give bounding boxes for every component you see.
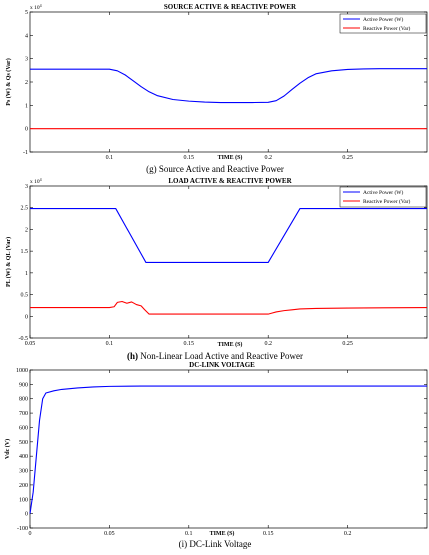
series-line-active-power-w [30,68,427,104]
caption: (h) Non-Linear Load Active and Reactive … [127,351,303,361]
legend-label-reactive: Reactive Power (Var) [363,198,411,205]
x-tick-label: 0.1 [106,341,114,347]
y-tick-label: 600 [19,425,28,431]
x-axis-label: TIME (S) [218,154,243,161]
y-tick-label: 5 [25,10,28,16]
x-axis-label: TIME (S) [218,341,243,348]
y-tick-label: 100 [19,497,28,503]
y-tick-label: 1 [25,271,28,277]
chart-dc-link-voltage: DC-LINK VOLTAGE -10001002003004005006007… [4,361,428,549]
y-tick-label: -0.5 [19,336,29,342]
chart-title: SOURCE ACTIVE & REACTIVE POWER [164,3,297,11]
x-axis-label: TIME (S) [210,530,235,537]
legend-label-reactive: Reactive Power (Var) [363,25,411,32]
x-tick-label: 0.25 [342,341,353,347]
y-tick-label: 1000 [16,368,28,374]
y-tick-label: 200 [19,483,28,489]
y-exponent-label: x 104 [30,3,42,11]
y-tick-label: 900 [19,382,28,388]
plot-frame [29,369,428,529]
y-tick-label: 3 [25,184,28,190]
y-tick-label: 0 [25,314,28,320]
x-tick-label: 0.2 [344,531,352,537]
y-tick-label: 0.5 [21,293,29,299]
legend-box [339,186,427,208]
y-axis-label: Vdc (V) [4,439,11,459]
y-tick-label: 2.5 [21,206,29,212]
y-tick-label: 3 [25,57,28,63]
y-tick-label: 2 [25,227,28,233]
y-tick-label: 400 [19,454,28,460]
legend-box [339,13,427,34]
x-tick-label: 0.1 [185,531,193,537]
x-tick-label: 0 [29,531,32,537]
y-tick-label: 500 [19,440,28,446]
x-tick-label: 0.15 [263,531,274,537]
y-tick-label: 2 [25,80,28,86]
chart-title: LOAD ACTIVE & REACTIVE POWER [168,177,292,185]
x-tick-label: 0.05 [25,341,36,347]
y-tick-label: -1 [23,150,28,156]
y-tick-label: 4 [25,33,28,39]
y-tick-label: 800 [19,397,28,403]
caption: (g) Source Active and Reactive Power [146,164,284,174]
x-tick-label: 0.2 [264,341,272,347]
y-tick-label: 0 [25,512,28,518]
y-tick-label: 1.5 [21,249,29,255]
x-tick-label: 0.25 [342,155,353,161]
x-tick-label: 0.2 [264,155,272,161]
legend-label-active: Active Power (W) [363,189,403,196]
legend-label-active: Active Power (W) [363,16,403,23]
chart-title: DC-LINK VOLTAGE [189,361,255,369]
series-line-vdc [29,385,427,514]
y-tick-label: 300 [19,469,28,475]
y-exponent-label: x 104 [30,177,42,185]
chart-load-power: x 104 LOAD ACTIVE & REACTIVE POWER -0.50… [5,177,428,361]
y-tick-label: 1 [25,103,28,109]
caption: (i) DC-Link Voltage [179,539,252,549]
y-tick-label: 700 [19,411,28,417]
chart-source-power: x 104 SOURCE ACTIVE & REACTIVE POWER -1 0… [5,3,428,174]
series-line-reactive-power-var [30,300,428,315]
x-tick-label: 0.05 [104,531,115,537]
x-tick-label: 0.15 [184,155,195,161]
y-axis-label: Ps (W) & Qs (Var) [5,58,12,105]
legend: Active Power (W) Reactive Power (Var) [339,13,427,34]
y-axis-label: PL (W) & QL (Var) [5,237,12,287]
x-tick-label: 0.15 [184,341,195,347]
x-tick-label: 0.1 [106,155,114,161]
legend: Active Power (W) Reactive Power (Var) [339,186,427,208]
y-tick-label: 0 [25,127,28,133]
series-line-active-power-w [30,208,427,263]
y-tick-label: -100 [17,526,28,532]
